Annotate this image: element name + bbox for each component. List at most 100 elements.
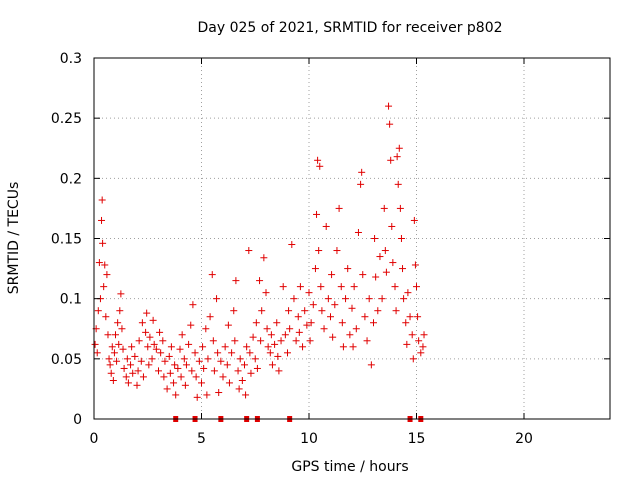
data-point — [214, 349, 222, 357]
y-axis-label: SRMTID / TECUs — [6, 182, 22, 295]
data-point — [231, 337, 239, 345]
data-point — [408, 331, 416, 339]
data-point — [275, 367, 283, 375]
data-point — [188, 367, 196, 375]
data-point — [107, 369, 115, 377]
data-point — [106, 361, 114, 369]
data-point — [185, 340, 193, 348]
data-point — [354, 228, 362, 236]
data-point — [357, 180, 365, 188]
data-point — [277, 337, 285, 345]
data-point — [192, 373, 200, 381]
data-point — [172, 391, 180, 399]
data-point — [417, 349, 425, 357]
data-point — [180, 355, 188, 363]
data-point — [200, 364, 208, 372]
data-point — [230, 307, 238, 315]
data-point — [333, 247, 341, 255]
data-point — [415, 337, 423, 345]
data-point — [104, 331, 112, 339]
data-point — [363, 337, 371, 345]
data-point — [317, 283, 325, 291]
data-point — [253, 364, 261, 372]
data-point — [388, 222, 396, 230]
data-point — [303, 321, 311, 329]
data-point — [177, 373, 185, 381]
data-point — [414, 313, 422, 321]
data-point — [395, 144, 403, 152]
data-point — [159, 337, 167, 345]
data-point — [247, 369, 255, 377]
data-point — [410, 216, 418, 224]
grid — [94, 58, 610, 419]
data-point — [150, 340, 158, 348]
data-point — [257, 337, 265, 345]
data-point — [128, 343, 136, 351]
data-point — [193, 393, 201, 401]
data-point — [236, 355, 244, 363]
y-tick-label: 0.3 — [60, 51, 82, 67]
data-point — [129, 369, 137, 377]
data-point — [122, 373, 130, 381]
data-point — [160, 373, 168, 381]
data-point — [392, 307, 400, 315]
data-point — [264, 343, 272, 351]
data-point — [397, 235, 405, 242]
data-point — [109, 376, 117, 384]
y-tick-label: 0.15 — [51, 232, 82, 248]
data-point — [143, 309, 151, 317]
data-point — [217, 357, 225, 365]
data-point — [246, 349, 254, 357]
data-point — [127, 361, 135, 369]
data-point — [316, 162, 324, 170]
data-point — [413, 283, 420, 291]
data-point — [267, 331, 275, 339]
data-point — [208, 271, 216, 279]
data-point — [215, 389, 223, 397]
data-point — [301, 307, 309, 315]
data-point — [394, 180, 402, 188]
axis-ticks: 0 0.05 0.1 0.15 0.2 0.25 0.3 0 5 10 15 20 — [51, 51, 610, 447]
data-point — [296, 283, 304, 291]
data-point — [93, 349, 101, 357]
data-point — [385, 102, 393, 110]
data-point — [389, 259, 397, 267]
data-point — [116, 307, 124, 315]
data-point — [165, 352, 173, 360]
data-point — [320, 325, 328, 333]
data-point — [329, 333, 337, 341]
data-point — [94, 307, 102, 315]
data-point — [306, 337, 314, 345]
data-point — [139, 373, 147, 381]
data-point — [258, 307, 266, 315]
data-point — [95, 259, 103, 267]
data-point — [249, 333, 257, 341]
data-point — [292, 337, 300, 345]
data-point — [102, 313, 110, 321]
data-point — [374, 307, 382, 315]
data-point — [281, 331, 289, 339]
data-point — [271, 340, 279, 348]
data-point — [245, 247, 253, 255]
data-point — [138, 319, 146, 327]
x-tick-label: 0 — [90, 431, 99, 447]
data-point — [117, 290, 125, 298]
data-point — [146, 333, 154, 341]
data-point — [145, 361, 153, 369]
data-point — [404, 289, 412, 297]
y-tick-label: 0.05 — [51, 352, 82, 368]
data-point — [101, 261, 109, 269]
data-point — [382, 268, 390, 276]
data-point — [318, 307, 326, 315]
data-point — [174, 364, 182, 372]
data-point — [327, 313, 334, 321]
data-point — [235, 385, 243, 393]
data-point — [371, 235, 379, 242]
data-point — [191, 349, 199, 357]
y-tick-label: 0.25 — [51, 111, 82, 127]
data-point — [399, 265, 407, 273]
data-point — [313, 210, 321, 218]
data-point — [144, 343, 152, 351]
data-point — [284, 349, 291, 357]
data-point — [232, 277, 240, 285]
